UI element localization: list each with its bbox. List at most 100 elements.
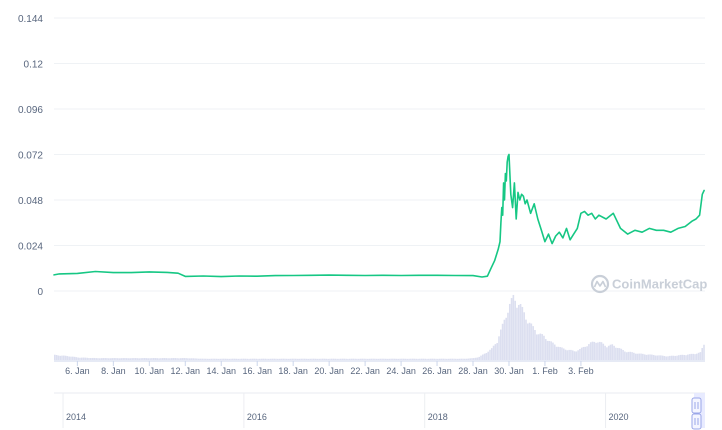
volume-bar: [490, 348, 493, 360]
volume-bar: [526, 323, 529, 360]
volume-bar: [221, 358, 223, 360]
volume-bar: [61, 355, 63, 360]
volume-bar: [492, 345, 495, 360]
volume-bar: [330, 358, 333, 360]
volume-bar: [136, 358, 139, 360]
volume-bar: [404, 358, 407, 360]
volume-bar: [206, 358, 209, 360]
volume-bar: [595, 342, 597, 360]
volume-bar: [93, 357, 96, 360]
volume-bar: [372, 358, 374, 360]
volume-bar: [233, 358, 236, 360]
volume-bar: [580, 347, 583, 360]
volume-bar: [259, 358, 261, 360]
volume-bar: [325, 358, 328, 360]
y-tick-label: 0.096: [18, 105, 43, 116]
volume-bar: [115, 358, 117, 360]
x-tick-label: 14. Jan: [206, 366, 236, 376]
volume-bar: [298, 358, 301, 360]
volume-bar: [669, 355, 671, 360]
y-tick-label: 0.144: [18, 14, 43, 25]
volume-bar: [455, 358, 457, 360]
volume-bar: [357, 358, 360, 360]
volume-bar: [257, 358, 259, 360]
volume-bar: [561, 347, 563, 360]
navigator-left-handle[interactable]: [691, 397, 702, 414]
volume-bar: [241, 358, 243, 360]
volume-bar: [203, 358, 205, 360]
volume-bar: [417, 358, 419, 360]
navigator-right-handle[interactable]: [691, 413, 702, 430]
volume-bar: [562, 348, 565, 360]
volume-bar: [327, 358, 329, 360]
navigator-year-label: 2016: [247, 412, 267, 422]
volume-bar: [248, 358, 250, 360]
volume-bar: [224, 358, 227, 360]
volume-bar: [118, 358, 121, 360]
volume-bar: [395, 358, 398, 360]
volume-bar: [260, 358, 263, 360]
range-navigator[interactable]: 2014 2016 2018 2020: [54, 392, 705, 430]
volume-bar: [269, 358, 272, 360]
volume-bar: [194, 358, 196, 360]
volume-bar: [212, 358, 214, 360]
coinmarketcap-watermark: CoinMarketCap: [590, 274, 707, 294]
y-tick-label: 0.12: [24, 60, 44, 71]
volume-bar: [433, 358, 436, 360]
volume-bar: [338, 358, 340, 360]
volume-bar: [208, 358, 211, 360]
volume-bar: [316, 358, 319, 360]
volume-bar: [311, 358, 313, 360]
volume-bar: [566, 350, 569, 360]
volume-bar: [89, 358, 92, 360]
volume-bar: [381, 358, 383, 360]
volume-bar: [190, 358, 193, 360]
watermark-text: CoinMarketCap: [612, 277, 707, 292]
volume-bar: [577, 350, 579, 360]
volume-bar: [215, 358, 218, 360]
volume-bar: [365, 358, 367, 360]
volume-bar: [217, 358, 220, 360]
volume-bar: [460, 358, 463, 360]
volume-bar: [440, 358, 443, 360]
volume-bar: [116, 358, 119, 360]
volume-bar: [473, 358, 475, 360]
volume-bar: [482, 354, 484, 360]
volume-bar: [670, 355, 673, 360]
coinmarketcap-logo-icon: [590, 274, 610, 294]
volume-bar: [68, 356, 70, 360]
volume-bar: [622, 350, 624, 360]
volume-bar: [687, 354, 689, 360]
volume-bar: [329, 358, 331, 360]
volume-bar: [287, 358, 290, 360]
volume-bar: [185, 358, 187, 360]
volume-bar: [625, 352, 628, 360]
volume-bar: [701, 348, 704, 360]
volume-bar: [510, 298, 513, 360]
volume-bar: [575, 351, 578, 360]
volume-bar: [122, 358, 124, 360]
volume-bar: [499, 329, 502, 360]
volume-bar: [438, 358, 441, 360]
volume-bar: [604, 345, 606, 360]
volume-bar: [268, 358, 270, 360]
volume-bar: [469, 358, 472, 360]
volume-bar: [573, 351, 576, 360]
volume-bar: [548, 341, 551, 360]
volume-bar: [291, 358, 293, 360]
volume-bar: [143, 358, 146, 360]
volume-bar: [505, 317, 507, 360]
volume-bar: [230, 358, 232, 360]
x-tick-label: 6. Jan: [65, 366, 90, 376]
volume-bar: [75, 357, 78, 360]
volume-bar: [525, 319, 527, 360]
volume-bar: [368, 358, 371, 360]
volume-bar: [312, 358, 315, 360]
volume-bar: [462, 358, 464, 360]
volume-bar: [129, 358, 132, 360]
volume-bar: [634, 353, 637, 360]
volume-bar: [519, 304, 522, 360]
volume-bar: [494, 344, 497, 360]
volume-bar: [71, 356, 74, 360]
volume-bar: [465, 358, 468, 360]
